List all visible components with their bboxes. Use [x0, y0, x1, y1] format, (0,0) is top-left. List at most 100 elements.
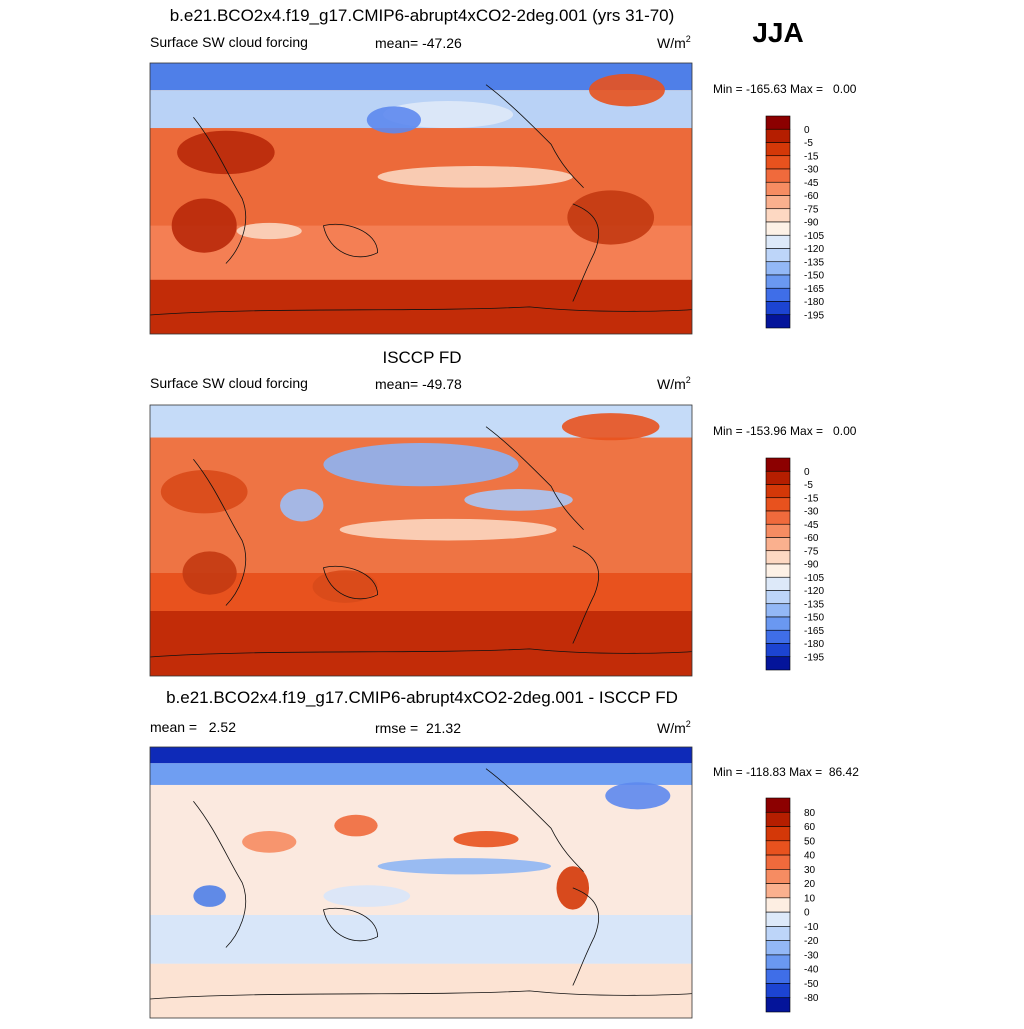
field-blob	[377, 858, 552, 875]
colorbar-box	[765, 840, 791, 856]
colorbar-box	[765, 883, 791, 899]
colorbar-label: 50	[804, 836, 816, 847]
colorbar-label: -20	[804, 936, 819, 947]
units-label: W/m2	[657, 719, 691, 736]
field-blob	[589, 73, 665, 107]
field-band	[150, 963, 692, 1018]
colorbar-box	[765, 115, 791, 130]
units-label: W/m2	[657, 375, 691, 392]
field-blob	[561, 413, 660, 441]
panel-title: ISCCP FD	[382, 348, 461, 367]
colorbar-label: 20	[804, 879, 816, 890]
colorbar-label: -120	[804, 244, 824, 255]
colorbar-box	[765, 954, 791, 970]
colorbar-label: -150	[804, 613, 824, 624]
coastline	[485, 426, 584, 530]
season-label: JJA	[752, 17, 803, 48]
colorbar-label: -75	[804, 204, 819, 215]
field-blob	[182, 551, 237, 595]
colorbar-box	[765, 797, 791, 813]
colorbar-box	[765, 195, 791, 210]
units-base: W/m	[657, 376, 686, 392]
coastline	[485, 84, 584, 188]
coastline	[193, 458, 247, 606]
coastline	[323, 565, 379, 600]
coastline	[485, 768, 584, 872]
colorbar-label: -105	[804, 573, 824, 584]
colorbar-label: -10	[804, 922, 819, 933]
colorbar-box	[765, 510, 791, 525]
field-band	[150, 915, 692, 964]
colorbar-box	[765, 576, 791, 591]
field-blob	[177, 130, 275, 175]
colorbar-box	[765, 301, 791, 316]
field-blob	[366, 106, 421, 134]
colorbar-label: -60	[804, 191, 819, 202]
colorbar-label: -45	[804, 520, 819, 531]
colorbar-label: -45	[804, 178, 819, 189]
colorbar-label: -30	[804, 165, 819, 176]
colorbar-box	[765, 168, 791, 183]
colorbar-label: 80	[804, 808, 816, 819]
field-blob	[556, 866, 590, 910]
colorbar-box	[765, 537, 791, 552]
coastline	[150, 648, 692, 658]
field-blob	[171, 198, 237, 253]
colorbar-box	[765, 911, 791, 927]
units-base: W/m	[657, 720, 686, 736]
map-frame	[149, 62, 693, 335]
colorbar-label: -75	[804, 546, 819, 557]
field-blob	[339, 518, 557, 541]
colorbar-box	[765, 142, 791, 157]
colorbar-label: -5	[804, 138, 813, 149]
colorbar-box	[765, 550, 791, 565]
coastline	[323, 223, 379, 258]
colorbar-box	[765, 869, 791, 884]
min-max: Min = -165.63 Max = 0.00	[713, 82, 857, 96]
colorbar-label: -105	[804, 231, 824, 242]
colorbar-box	[765, 221, 791, 236]
colorbar-label: -5	[804, 480, 813, 491]
field-band	[150, 274, 692, 334]
center-label: mean= -49.78	[375, 376, 462, 392]
field-blob	[236, 222, 302, 240]
center-label: rmse = 21.32	[375, 720, 461, 736]
colorbar-box	[765, 314, 791, 329]
colorbar-label: -40	[804, 965, 819, 976]
colorbar-box	[765, 484, 791, 499]
colorbar-label: -195	[804, 310, 824, 321]
colorbar-box	[765, 643, 791, 658]
field-blob	[193, 885, 226, 907]
colorbar-label: -195	[804, 652, 824, 663]
map-field	[150, 63, 692, 334]
colorbar-label: -90	[804, 560, 819, 571]
map-frame	[149, 404, 693, 677]
left-label: Surface SW cloud forcing	[150, 375, 308, 391]
units-sup: 2	[686, 34, 691, 44]
colorbar-label: 10	[804, 893, 816, 904]
units-sup: 2	[686, 719, 691, 729]
field-band	[150, 610, 692, 676]
field-blob	[323, 442, 519, 487]
colorbar-box	[765, 854, 791, 870]
colorbar-label: -30	[804, 950, 819, 961]
panel-title: b.e21.BCO2x4.f19_g17.CMIP6-abrupt4xCO2-2…	[170, 6, 675, 25]
colorbar-box	[765, 470, 791, 485]
colorbar-label: -135	[804, 257, 824, 268]
field-blob	[605, 782, 671, 810]
coastline	[150, 306, 692, 316]
colorbar-box	[765, 826, 791, 842]
colorbar-box	[765, 457, 791, 472]
coastline	[193, 800, 247, 948]
colorbar-box	[765, 968, 791, 984]
colorbar-box	[765, 287, 791, 302]
colorbar-label: 60	[804, 822, 816, 833]
colorbar-box	[765, 997, 791, 1013]
colorbar-label: 0	[804, 125, 810, 136]
colorbar-box	[765, 656, 791, 671]
colorbar-label: -80	[804, 993, 819, 1004]
colorbar-box	[765, 563, 791, 578]
field-band	[150, 747, 692, 764]
field-band	[150, 763, 692, 785]
